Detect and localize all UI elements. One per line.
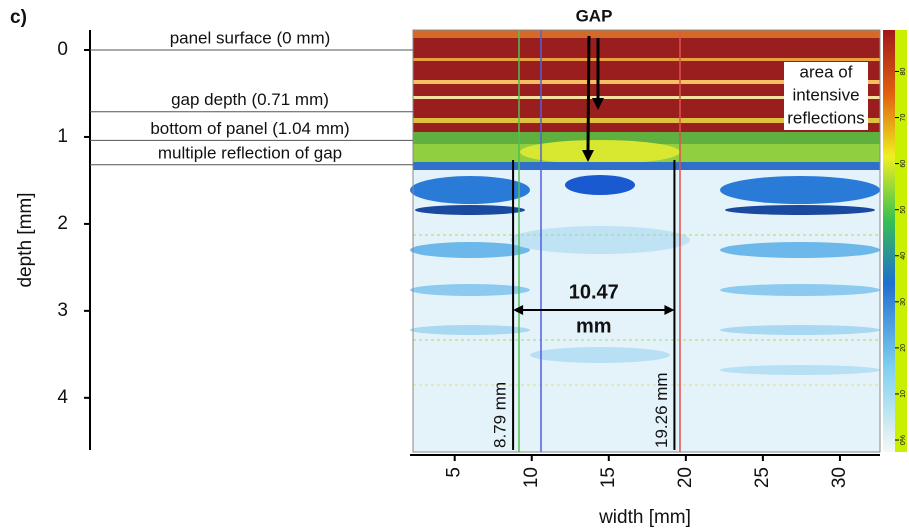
note-line: reflections xyxy=(787,108,864,127)
colorbar-tick-label: 10 xyxy=(900,390,907,398)
gap-arrows xyxy=(582,35,604,162)
colorbar-tick-label: 30 xyxy=(900,298,907,306)
x-tick-label: 25 xyxy=(752,467,773,488)
width-marker-label: 19.26 mm xyxy=(652,372,671,448)
gap-label: GAP xyxy=(576,6,613,25)
note-line: area of xyxy=(800,62,853,81)
note-box xyxy=(784,62,868,130)
dimension-arrow xyxy=(513,305,524,315)
gap-width-unit: mm xyxy=(576,315,612,337)
x-tick-label: 5 xyxy=(444,467,465,478)
x-tick-label: 30 xyxy=(829,467,850,488)
y-tick-label: 4 xyxy=(57,387,68,408)
y-tick-label: 0 xyxy=(57,39,68,60)
colorbar xyxy=(883,30,895,452)
colorbar-tick-label: 70 xyxy=(900,114,907,122)
note-line: intensive xyxy=(792,85,859,104)
y-tick-label: 2 xyxy=(57,213,68,234)
gap-width-value: 10.47 xyxy=(569,281,619,303)
y-tick-label: 3 xyxy=(57,300,68,321)
x-tick-label: 20 xyxy=(675,467,696,488)
width-marker-label: 8.79 mm xyxy=(491,382,510,448)
colorbar-tick-label: 0% xyxy=(900,435,907,445)
panel-label: c) xyxy=(10,7,27,28)
x-tick-label: 10 xyxy=(521,467,542,488)
depth-marker-label: gap depth (0.71 mm) xyxy=(171,90,329,109)
colorbar-scale xyxy=(895,30,907,452)
depth-marker-label: panel surface (0 mm) xyxy=(170,28,331,47)
dimension-arrow xyxy=(664,305,675,315)
colorbar-tick-label: 20 xyxy=(900,344,907,352)
colorbar-tick-label: 40 xyxy=(900,252,907,260)
x-tick-label: 15 xyxy=(598,467,619,488)
depth-marker-label: multiple reflection of gap xyxy=(158,143,342,162)
y-tick-label: 1 xyxy=(57,126,68,147)
colorbar-tick-label: 60 xyxy=(900,160,907,168)
x-axis-label: width [mm] xyxy=(598,507,691,528)
colorbar-tick-label: 80 xyxy=(900,67,907,75)
y-axis-label: depth [mm] xyxy=(15,192,36,287)
colorbar-tick-label: 50 xyxy=(900,206,907,214)
depth-marker-label: bottom of panel (1.04 mm) xyxy=(150,119,349,138)
